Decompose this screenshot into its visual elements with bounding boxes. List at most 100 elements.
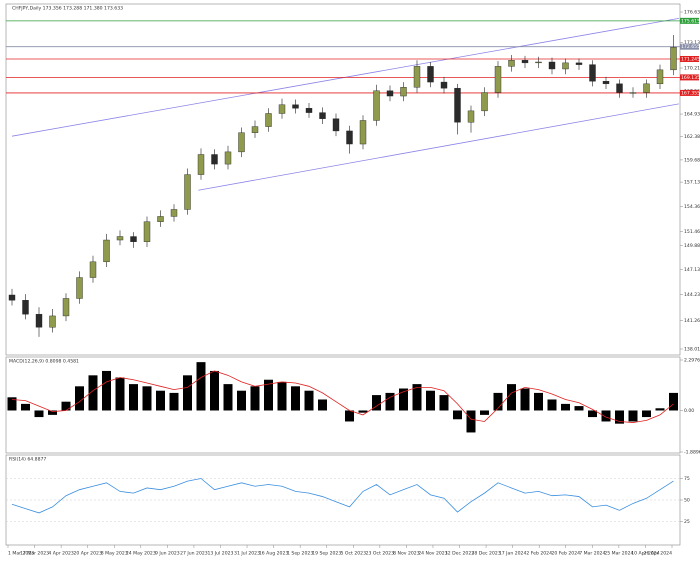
level-tag xyxy=(680,17,699,24)
candle-body xyxy=(548,61,556,70)
trendline xyxy=(198,103,679,191)
macd-bar xyxy=(480,410,489,415)
y-tick-label: 75 xyxy=(684,476,690,482)
level-label: 169.135 xyxy=(681,75,700,81)
macd-bar xyxy=(561,403,570,411)
macd-bar xyxy=(291,386,300,411)
x-tick-label: 17 Jan 2024 xyxy=(499,551,527,557)
candle-body xyxy=(89,261,97,278)
macd-bar xyxy=(264,379,273,411)
x-tick-label: 8 May 2023 xyxy=(101,551,128,557)
candle-body xyxy=(184,174,191,210)
y-tick-label: 162.385 xyxy=(684,134,700,140)
y-tick-label: -1.8896 xyxy=(684,450,700,456)
macd-bar xyxy=(115,377,125,411)
macd-bar xyxy=(102,370,111,411)
macd-bar xyxy=(385,392,395,411)
y-tick-label: 159.680 xyxy=(684,157,700,163)
candle-body xyxy=(103,239,110,263)
candle-body xyxy=(292,104,299,109)
level-tag xyxy=(680,43,699,50)
x-tick-label: 5 Oct 2023 xyxy=(341,551,367,557)
x-tick-label: 2 Feb 2024 xyxy=(526,551,552,557)
y-tick-label: 25 xyxy=(684,519,690,525)
macd-bar xyxy=(399,388,408,411)
x-tick-label: 25 Mar 2024 xyxy=(604,551,633,557)
macd-bar xyxy=(183,375,192,411)
macd-bar xyxy=(169,392,179,411)
macd-bar xyxy=(412,384,422,411)
macd-bar xyxy=(156,390,165,411)
level-tag xyxy=(680,74,699,81)
candle-body xyxy=(49,315,56,328)
macd-bar xyxy=(129,384,138,411)
candle-body xyxy=(359,120,367,145)
y-tick-label: 138.010 xyxy=(684,347,700,353)
x-tick-label: 1 Sep 2023 xyxy=(287,551,313,557)
macd-bar xyxy=(588,410,597,418)
candle-body xyxy=(373,90,380,121)
y-tick-label: 176.630 xyxy=(684,10,700,16)
macd-bar xyxy=(196,362,206,411)
macd-bar xyxy=(453,410,462,420)
macd-bar xyxy=(601,410,611,422)
macd-bar xyxy=(7,397,17,411)
y-tick-label: 144.235 xyxy=(684,292,700,298)
y-tick-label: 0.00 xyxy=(684,408,694,414)
level-label: 175.615 xyxy=(681,18,700,24)
y-tick-label: 147.135 xyxy=(684,267,700,273)
candle-body xyxy=(508,60,515,67)
x-tick-label: 1 Mar 2023 xyxy=(8,551,34,557)
y-tick-label: 2.2976 xyxy=(684,358,700,364)
candle-body xyxy=(400,87,407,97)
y-tick-label: 149.885 xyxy=(684,243,700,249)
macd-bar xyxy=(358,410,368,413)
y-tick-label: 173.135 xyxy=(684,40,700,46)
x-tick-label: 28 Dec 2023 xyxy=(471,551,500,557)
candle-body xyxy=(575,62,583,65)
macd-bar xyxy=(534,392,543,411)
candle-body xyxy=(278,104,286,114)
level-tag xyxy=(680,89,699,96)
rsi-title: RSI(14) 64.8877 xyxy=(9,457,46,463)
macd-bar xyxy=(88,375,98,411)
candle-body xyxy=(238,132,245,153)
macd-bar xyxy=(21,403,30,411)
x-tick-label: 10 Apr 2024 xyxy=(631,551,659,557)
candle-body xyxy=(521,60,529,64)
candle-body xyxy=(629,92,637,94)
candle-body xyxy=(643,83,650,93)
level-label: 172.655 xyxy=(681,44,700,50)
x-tick-label: 4 Apr 2023 xyxy=(48,551,74,557)
y-tick-label: 170.210 xyxy=(684,66,700,72)
x-tick-label: 26 Apr 2024 xyxy=(644,551,672,557)
candle-body xyxy=(251,126,259,133)
candle-body xyxy=(116,236,124,241)
candle-body xyxy=(454,87,461,123)
rsi-line xyxy=(11,478,674,514)
macd-bar xyxy=(142,386,152,411)
candle-body xyxy=(22,300,29,315)
macd-bar xyxy=(439,395,449,411)
chart-title: CHFJPY,Daily 173.356 173.288 171.380 173… xyxy=(12,6,123,12)
macd-bar xyxy=(75,386,84,411)
x-tick-label: 23 Oct 2023 xyxy=(366,551,394,557)
candle-body xyxy=(143,221,151,242)
x-tick-label: 20 Apr 2023 xyxy=(73,551,101,557)
candle-body xyxy=(589,64,596,82)
macd-bar xyxy=(61,401,71,411)
macd-bar xyxy=(304,390,314,411)
macd-bar xyxy=(574,406,584,411)
candle-body xyxy=(346,130,353,145)
candle-body xyxy=(440,81,448,89)
x-tick-label: 17 Mar 2023 xyxy=(20,551,49,557)
macd-bar xyxy=(466,410,476,433)
macd-bar xyxy=(48,410,57,415)
macd-bar xyxy=(426,390,435,411)
candle-body xyxy=(481,92,488,112)
candle-body xyxy=(170,209,178,217)
candle-body xyxy=(211,154,218,165)
candle-body xyxy=(562,62,569,70)
candle-body xyxy=(670,46,677,71)
candle-body xyxy=(656,69,664,85)
